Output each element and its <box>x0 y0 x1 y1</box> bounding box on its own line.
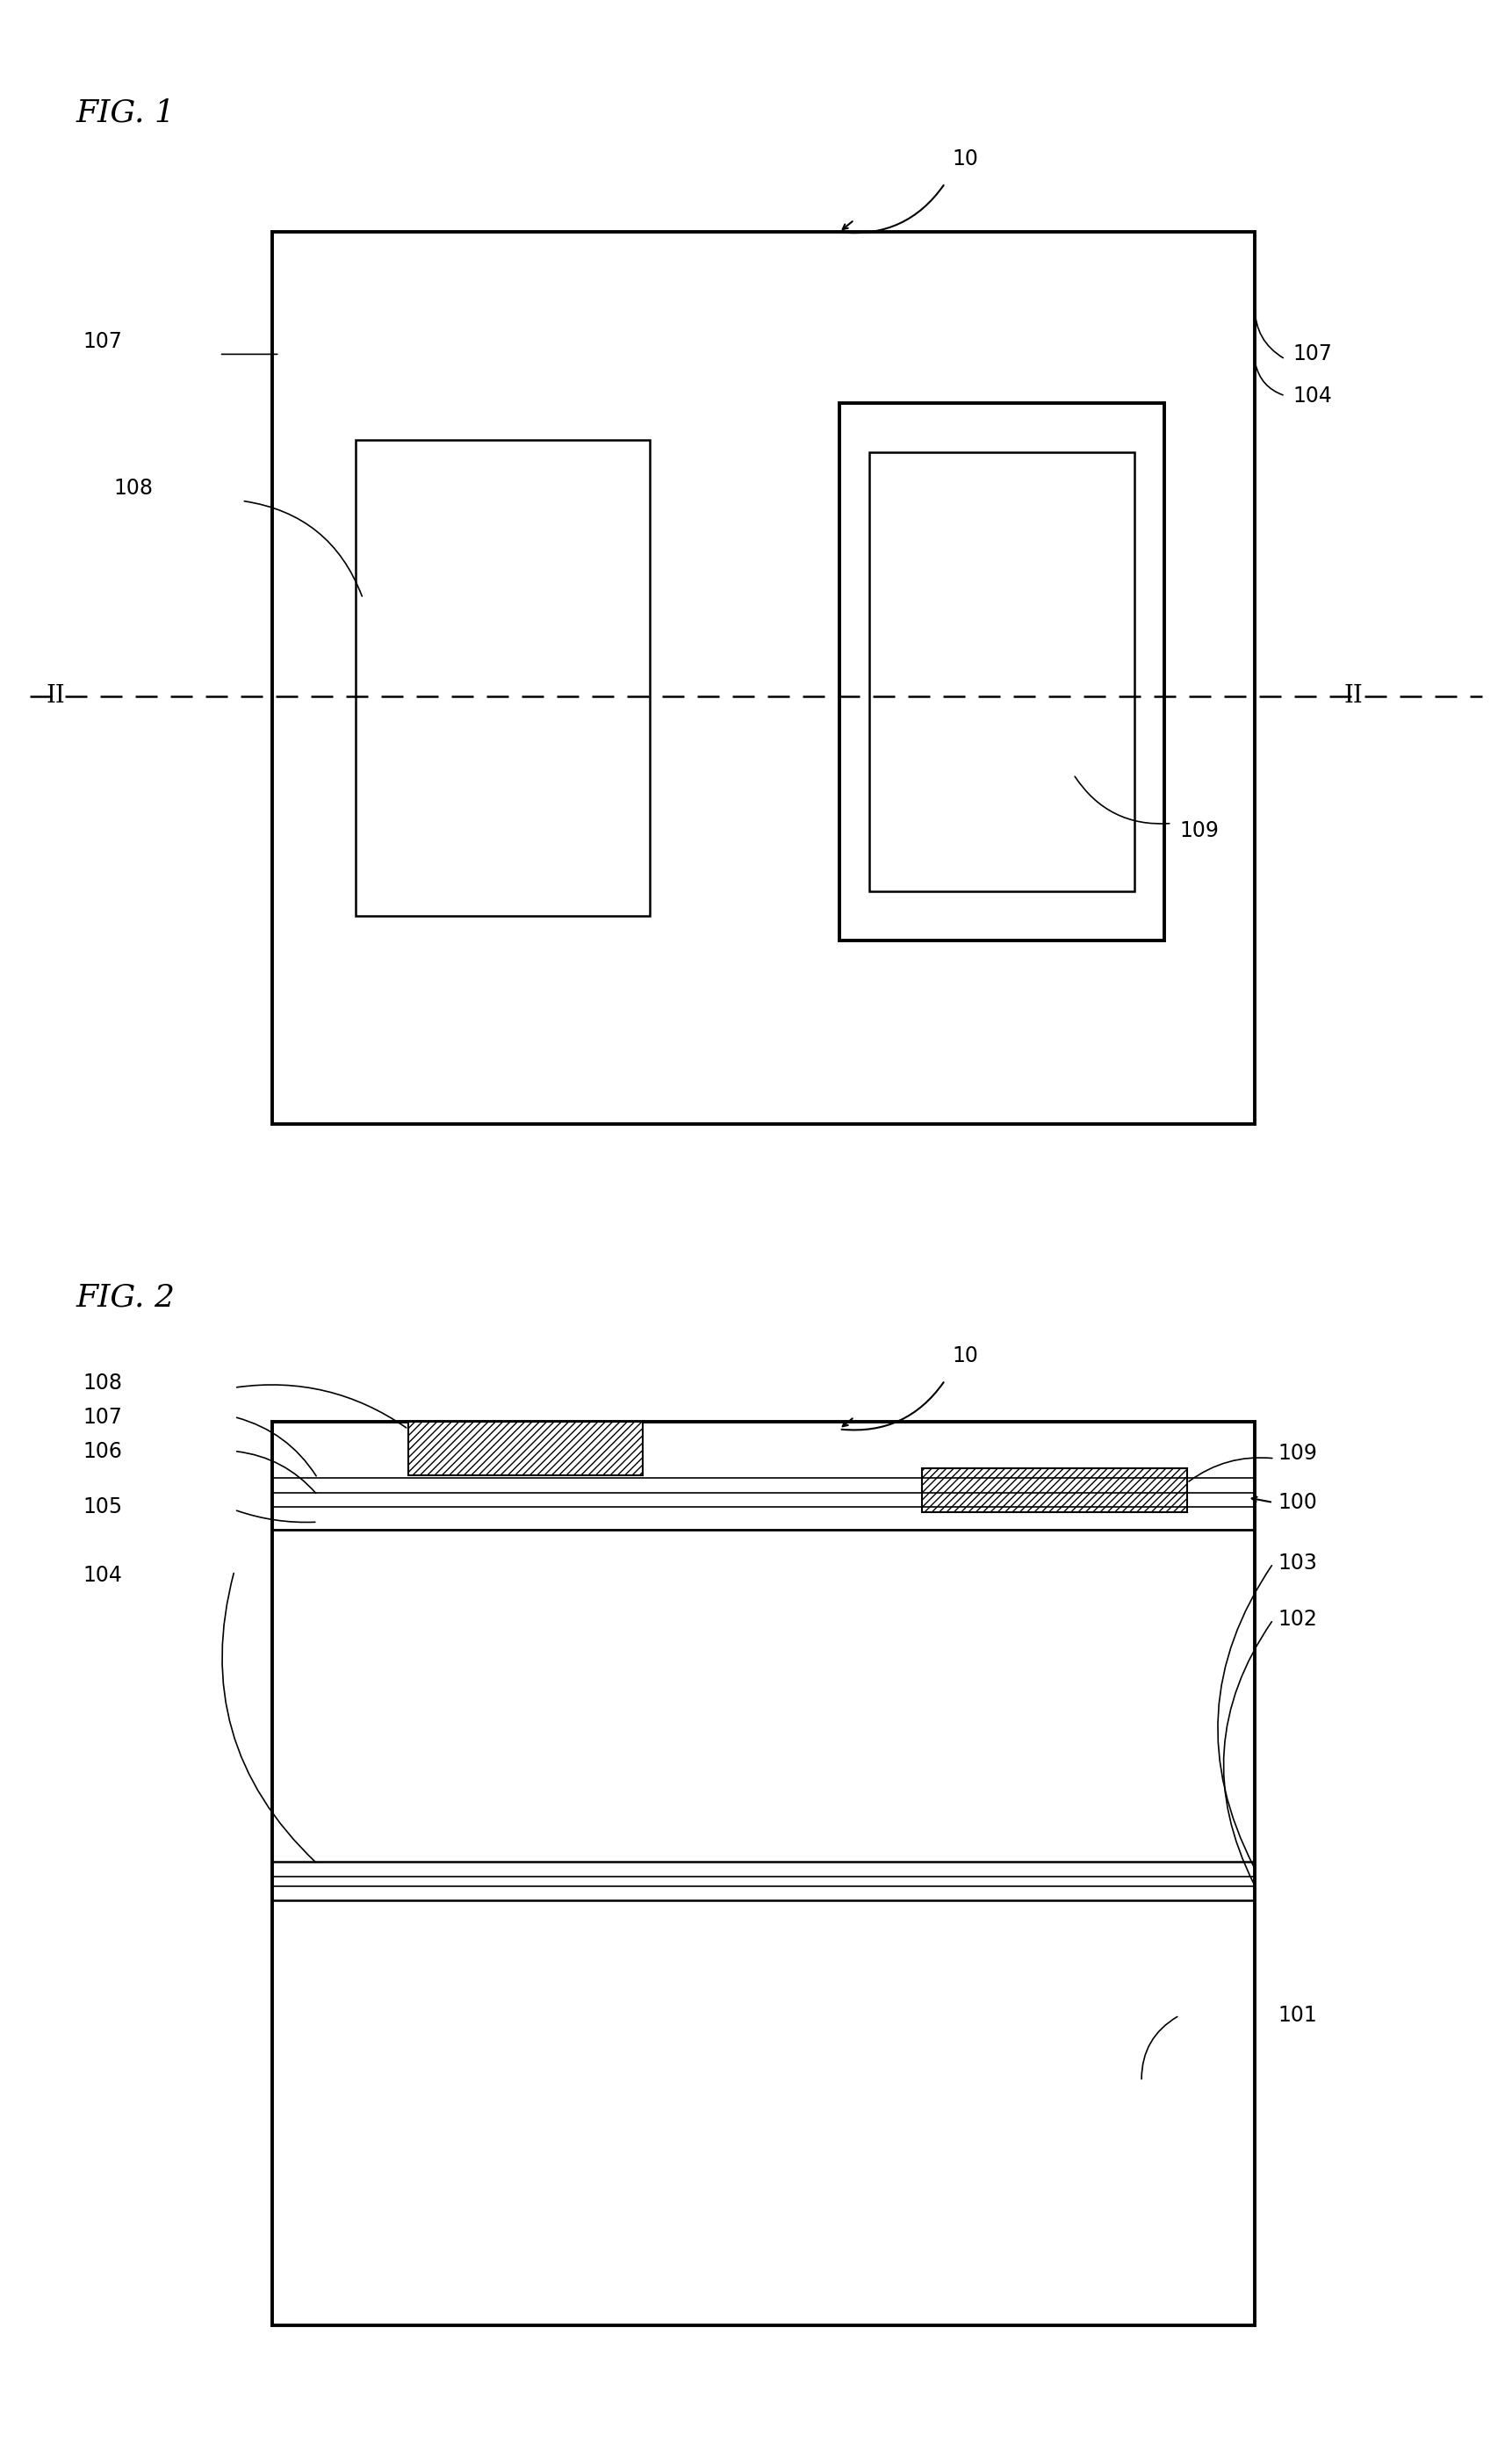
Text: 10: 10 <box>953 1346 978 1366</box>
Text: 106: 106 <box>83 1441 122 1461</box>
Bar <box>839 403 1164 941</box>
Bar <box>272 232 1255 1124</box>
Text: 108: 108 <box>83 1373 122 1393</box>
Bar <box>355 440 650 916</box>
Text: 102: 102 <box>1278 1610 1317 1629</box>
Text: 109: 109 <box>1278 1444 1317 1463</box>
Text: 108: 108 <box>113 479 153 498</box>
Text: FIG. 2: FIG. 2 <box>76 1283 175 1312</box>
Text: 107: 107 <box>83 332 122 352</box>
Bar <box>408 1422 643 1476</box>
Bar <box>922 1468 1187 1512</box>
Text: 104: 104 <box>83 1566 122 1586</box>
Text: 100: 100 <box>1278 1493 1317 1512</box>
Text: 107: 107 <box>1293 344 1332 364</box>
Text: 105: 105 <box>83 1498 122 1517</box>
Text: 101: 101 <box>1278 2006 1317 2025</box>
Bar <box>272 1422 1255 2326</box>
Text: FIG. 1: FIG. 1 <box>76 98 175 127</box>
Text: 109: 109 <box>1179 821 1219 840</box>
Text: II: II <box>1344 684 1362 708</box>
Text: 10: 10 <box>953 149 978 169</box>
Bar <box>869 452 1134 892</box>
Text: 107: 107 <box>83 1407 122 1427</box>
Text: 104: 104 <box>1293 386 1332 406</box>
Text: 103: 103 <box>1278 1554 1317 1573</box>
Text: II: II <box>47 684 65 708</box>
